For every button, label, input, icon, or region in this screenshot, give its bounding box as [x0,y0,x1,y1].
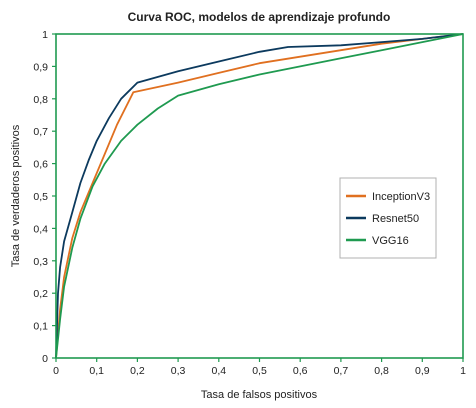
chart-title: Curva ROC, modelos de aprendizaje profun… [128,10,391,24]
series-lines [55,33,464,359]
series-line-vgg16 [55,33,464,359]
y-tick-label: 0,2 [33,288,48,300]
series-line-inceptionv3 [55,33,464,359]
y-tick-label: 0,3 [33,256,48,268]
x-axis-label: Tasa de falsos positivos [201,389,318,401]
x-tick-label: 0,8 [374,365,389,377]
x-tick-label: 0 [53,365,59,377]
x-tick-label: 0,7 [334,365,349,377]
y-tick-label: 0,5 [33,191,48,203]
legend: InceptionV3 Resnet50 VGG16 [339,177,437,259]
y-tick-label: 0 [42,353,48,365]
y-tick-label: 0,8 [33,94,48,106]
x-tick-label: 0,2 [130,365,145,377]
x-tick-label: 0,6 [293,365,308,377]
x-tick-label: 0,4 [211,365,226,377]
legend-label: VGG16 [372,235,409,247]
y-tick-label: 0,4 [33,223,48,235]
x-tick-label: 0,9 [415,365,430,377]
series-line-resnet50 [55,33,464,359]
legend-label: Resnet50 [372,213,419,225]
y-tick-label: 0,9 [33,61,48,73]
x-tick-label: 0,5 [252,365,267,377]
x-tick-label: 1 [460,365,466,377]
y-tick-label: 0,7 [33,126,48,138]
y-tick-label: 1 [42,29,48,41]
y-tick-label: 0,6 [33,159,48,171]
x-tick-label: 0,1 [89,365,104,377]
legend-label: InceptionV3 [372,191,430,203]
x-tick-label: 0,3 [171,365,186,377]
y-axis-label: Tasa de verdaderos positivos [10,124,22,267]
y-tick-label: 0,1 [33,321,48,333]
plot-frame [55,33,464,359]
